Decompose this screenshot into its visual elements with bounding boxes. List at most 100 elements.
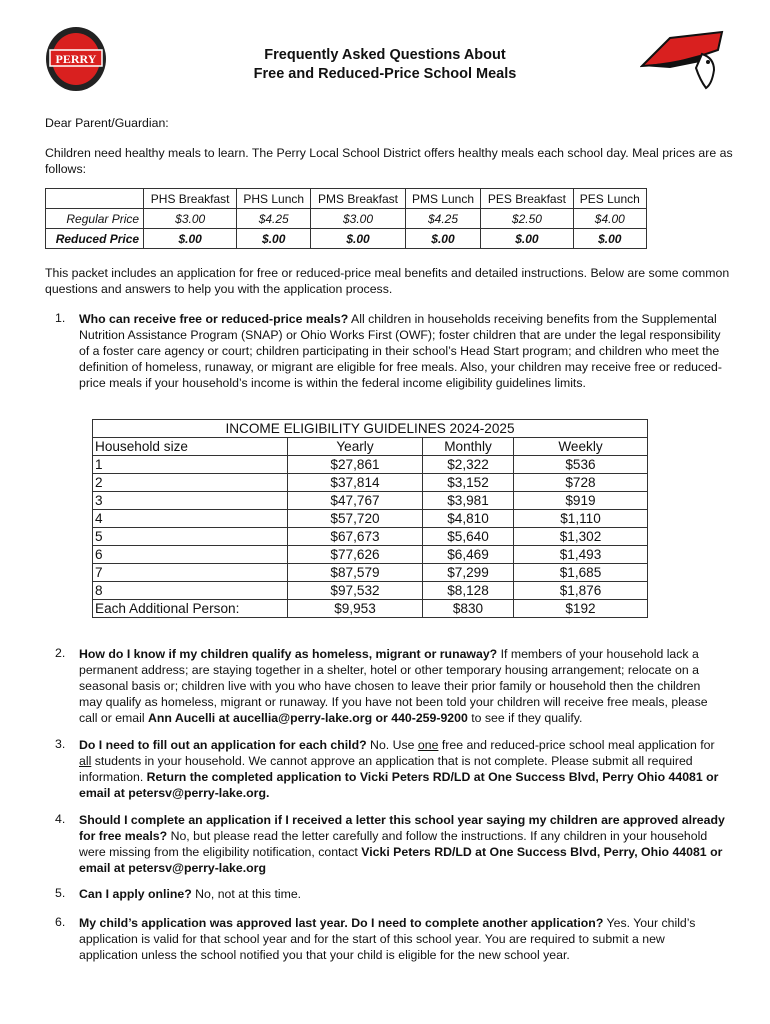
weekly-cell: $728 bbox=[513, 473, 648, 492]
faq-body-text: No, not at this time. bbox=[191, 887, 302, 901]
faq-number: 1. bbox=[55, 311, 66, 325]
column-header: PES Breakfast bbox=[480, 188, 574, 209]
yearly-cell: $77,626 bbox=[287, 545, 423, 564]
monthly-cell: $830 bbox=[422, 599, 514, 618]
faq-body-text: No, but please read the letter carefully… bbox=[79, 829, 708, 859]
column-header: PES Lunch bbox=[572, 188, 648, 209]
price-cell: $.00 bbox=[236, 228, 312, 249]
column-header: Yearly bbox=[287, 437, 423, 456]
faq-bold-text: Ann Aucelli at aucellia@perry-lake.org o… bbox=[148, 711, 468, 725]
household-size-cell: 8 bbox=[92, 581, 288, 600]
price-cell: $.00 bbox=[572, 228, 648, 249]
weekly-cell: $536 bbox=[513, 455, 648, 474]
price-cell: $.00 bbox=[480, 228, 574, 249]
faq-text: My child’s application was approved last… bbox=[79, 915, 725, 963]
column-header: Weekly bbox=[513, 437, 648, 456]
faq-text: Can I apply online? No, not at this time… bbox=[79, 886, 725, 902]
income-table-row: Each Additional Person: $9,953 $830 $192 bbox=[92, 599, 648, 618]
faq-text: Should I complete an application if I re… bbox=[79, 812, 725, 876]
faq-text: How do I know if my children qualify as … bbox=[79, 646, 725, 726]
faq-body-text: If members of your household lack a perm… bbox=[79, 647, 708, 725]
monthly-cell: $5,640 bbox=[422, 527, 514, 546]
faq-bold-text: Can I apply online? bbox=[79, 887, 192, 901]
price-cell: $.00 bbox=[404, 228, 482, 249]
income-table-row: 1 $27,861 $2,322 $536 bbox=[92, 455, 648, 474]
yearly-cell: $57,720 bbox=[287, 509, 423, 528]
income-table-row: 7 $87,579 $7,299 $1,685 bbox=[92, 563, 648, 582]
price-cell: $2.50 bbox=[480, 208, 574, 229]
weekly-cell: $919 bbox=[513, 491, 648, 510]
yearly-cell: $9,953 bbox=[287, 599, 423, 618]
faq-item-5: 5. Can I apply online? No, not at this t… bbox=[45, 886, 725, 902]
faq-bold-text: Vicki Peters RD/LD at One Success Blvd, … bbox=[79, 845, 723, 875]
household-size-cell: 1 bbox=[92, 455, 288, 474]
income-table-row: 2 $37,814 $3,152 $728 bbox=[92, 473, 648, 492]
faq-item-1: 1. Who can receive free or reduced-price… bbox=[45, 311, 725, 391]
title-line-2: Free and Reduced-Price School Meals bbox=[253, 66, 517, 82]
faq-item-6: 6. My child’s application was approved l… bbox=[45, 915, 725, 963]
faq-number: 6. bbox=[55, 915, 66, 929]
regular-price-row: Regular Price $3.00 $4.25 $3.00 $4.25 $2… bbox=[44, 208, 648, 229]
column-header: PMS Lunch bbox=[404, 188, 482, 209]
household-size-cell: 7 bbox=[92, 563, 288, 582]
weekly-cell: $1,685 bbox=[513, 563, 648, 582]
faq-underlined-text: all bbox=[79, 754, 92, 768]
income-table-title-row: INCOME ELIGIBILITY GUIDELINES 2024-2025 bbox=[92, 419, 648, 438]
svg-text:PERRY: PERRY bbox=[56, 52, 97, 66]
faq-bold-text: How do I know if my children qualify as … bbox=[79, 647, 498, 661]
price-cell: $.00 bbox=[143, 228, 238, 249]
page-title: Frequently Asked Questions About Free an… bbox=[0, 46, 770, 84]
faq-item-2: 2. How do I know if my children qualify … bbox=[45, 646, 725, 726]
faq-bold-text: My child’s application was approved last… bbox=[79, 916, 604, 930]
faq-item-3: 3. Do I need to fill out an application … bbox=[45, 737, 725, 801]
faq-body-text: students in your household. We cannot ap… bbox=[79, 754, 693, 784]
faq-bold-text: Do I need to fill out an application for… bbox=[79, 738, 367, 752]
monthly-cell: $6,469 bbox=[422, 545, 514, 564]
intro-paragraph: Children need healthy meals to learn. Th… bbox=[45, 146, 733, 176]
faq-number: 5. bbox=[55, 886, 66, 900]
packet-paragraph: This packet includes an application for … bbox=[45, 266, 730, 296]
income-table-row: 5 $67,673 $5,640 $1,302 bbox=[92, 527, 648, 546]
faq-body-text: All children in households receiving ben… bbox=[79, 312, 722, 390]
faq-text: Who can receive free or reduced-price me… bbox=[79, 311, 725, 391]
faq-text: Do I need to fill out an application for… bbox=[79, 737, 725, 801]
monthly-cell: $3,152 bbox=[422, 473, 514, 492]
yearly-cell: $47,767 bbox=[287, 491, 423, 510]
empty-header-cell bbox=[44, 188, 145, 209]
income-table-row: 3 $47,767 $3,981 $919 bbox=[92, 491, 648, 510]
household-size-cell: 6 bbox=[92, 545, 288, 564]
monthly-cell: $2,322 bbox=[422, 455, 514, 474]
faq-body-text: Yes. Your child’s application is valid f… bbox=[79, 916, 696, 962]
income-table-row: 4 $57,720 $4,810 $1,110 bbox=[92, 509, 648, 528]
price-cell: $3.00 bbox=[310, 208, 406, 229]
monthly-cell: $8,128 bbox=[422, 581, 514, 600]
faq-number: 3. bbox=[55, 737, 66, 751]
meal-price-table: PHS Breakfast PHS Lunch PMS Breakfast PM… bbox=[44, 188, 648, 249]
income-table-title: INCOME ELIGIBILITY GUIDELINES 2024-2025 bbox=[92, 419, 648, 438]
yearly-cell: $97,532 bbox=[287, 581, 423, 600]
income-table-row: 6 $77,626 $6,469 $1,493 bbox=[92, 545, 648, 564]
greeting: Dear Parent/Guardian: bbox=[45, 116, 169, 130]
income-table-header: Household size Yearly Monthly Weekly bbox=[92, 437, 648, 456]
row-label: Regular Price bbox=[44, 208, 145, 229]
income-eligibility-table: INCOME ELIGIBILITY GUIDELINES 2024-2025 … bbox=[92, 419, 648, 618]
reduced-price-row: Reduced Price $.00 $.00 $.00 $.00 $.00 $… bbox=[44, 228, 648, 249]
yearly-cell: $87,579 bbox=[287, 563, 423, 582]
faq-bold-text: Should I complete an application if I re… bbox=[79, 813, 725, 843]
income-table-row: 8 $97,532 $8,128 $1,876 bbox=[92, 581, 648, 600]
faq-bold-text: Return the completed application to Vick… bbox=[79, 770, 719, 800]
price-cell: $4.25 bbox=[404, 208, 482, 229]
column-header: PHS Breakfast bbox=[143, 188, 238, 209]
price-cell: $4.00 bbox=[572, 208, 648, 229]
faq-underlined-text: one bbox=[417, 738, 439, 752]
faq-body-text: free and reduced-price school meal appli… bbox=[438, 738, 715, 752]
column-header: Monthly bbox=[422, 437, 514, 456]
weekly-cell: $1,110 bbox=[513, 509, 648, 528]
household-size-cell: 5 bbox=[92, 527, 288, 546]
weekly-cell: $192 bbox=[513, 599, 648, 618]
monthly-cell: $7,299 bbox=[422, 563, 514, 582]
price-table-header: PHS Breakfast PHS Lunch PMS Breakfast PM… bbox=[44, 188, 648, 209]
price-cell: $.00 bbox=[310, 228, 406, 249]
household-size-cell: 2 bbox=[92, 473, 288, 492]
faq-bold-text: Who can receive free or reduced-price me… bbox=[79, 312, 349, 326]
